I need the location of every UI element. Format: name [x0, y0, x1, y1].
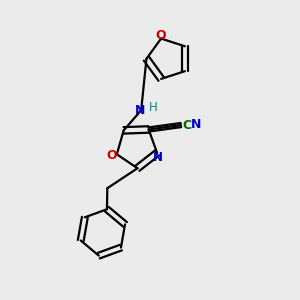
Text: C: C	[182, 118, 192, 132]
Text: H: H	[149, 101, 158, 114]
Text: O: O	[106, 149, 117, 162]
Text: N: N	[134, 104, 145, 117]
Text: N: N	[153, 151, 163, 164]
Text: N: N	[191, 118, 202, 131]
Text: O: O	[156, 28, 167, 41]
